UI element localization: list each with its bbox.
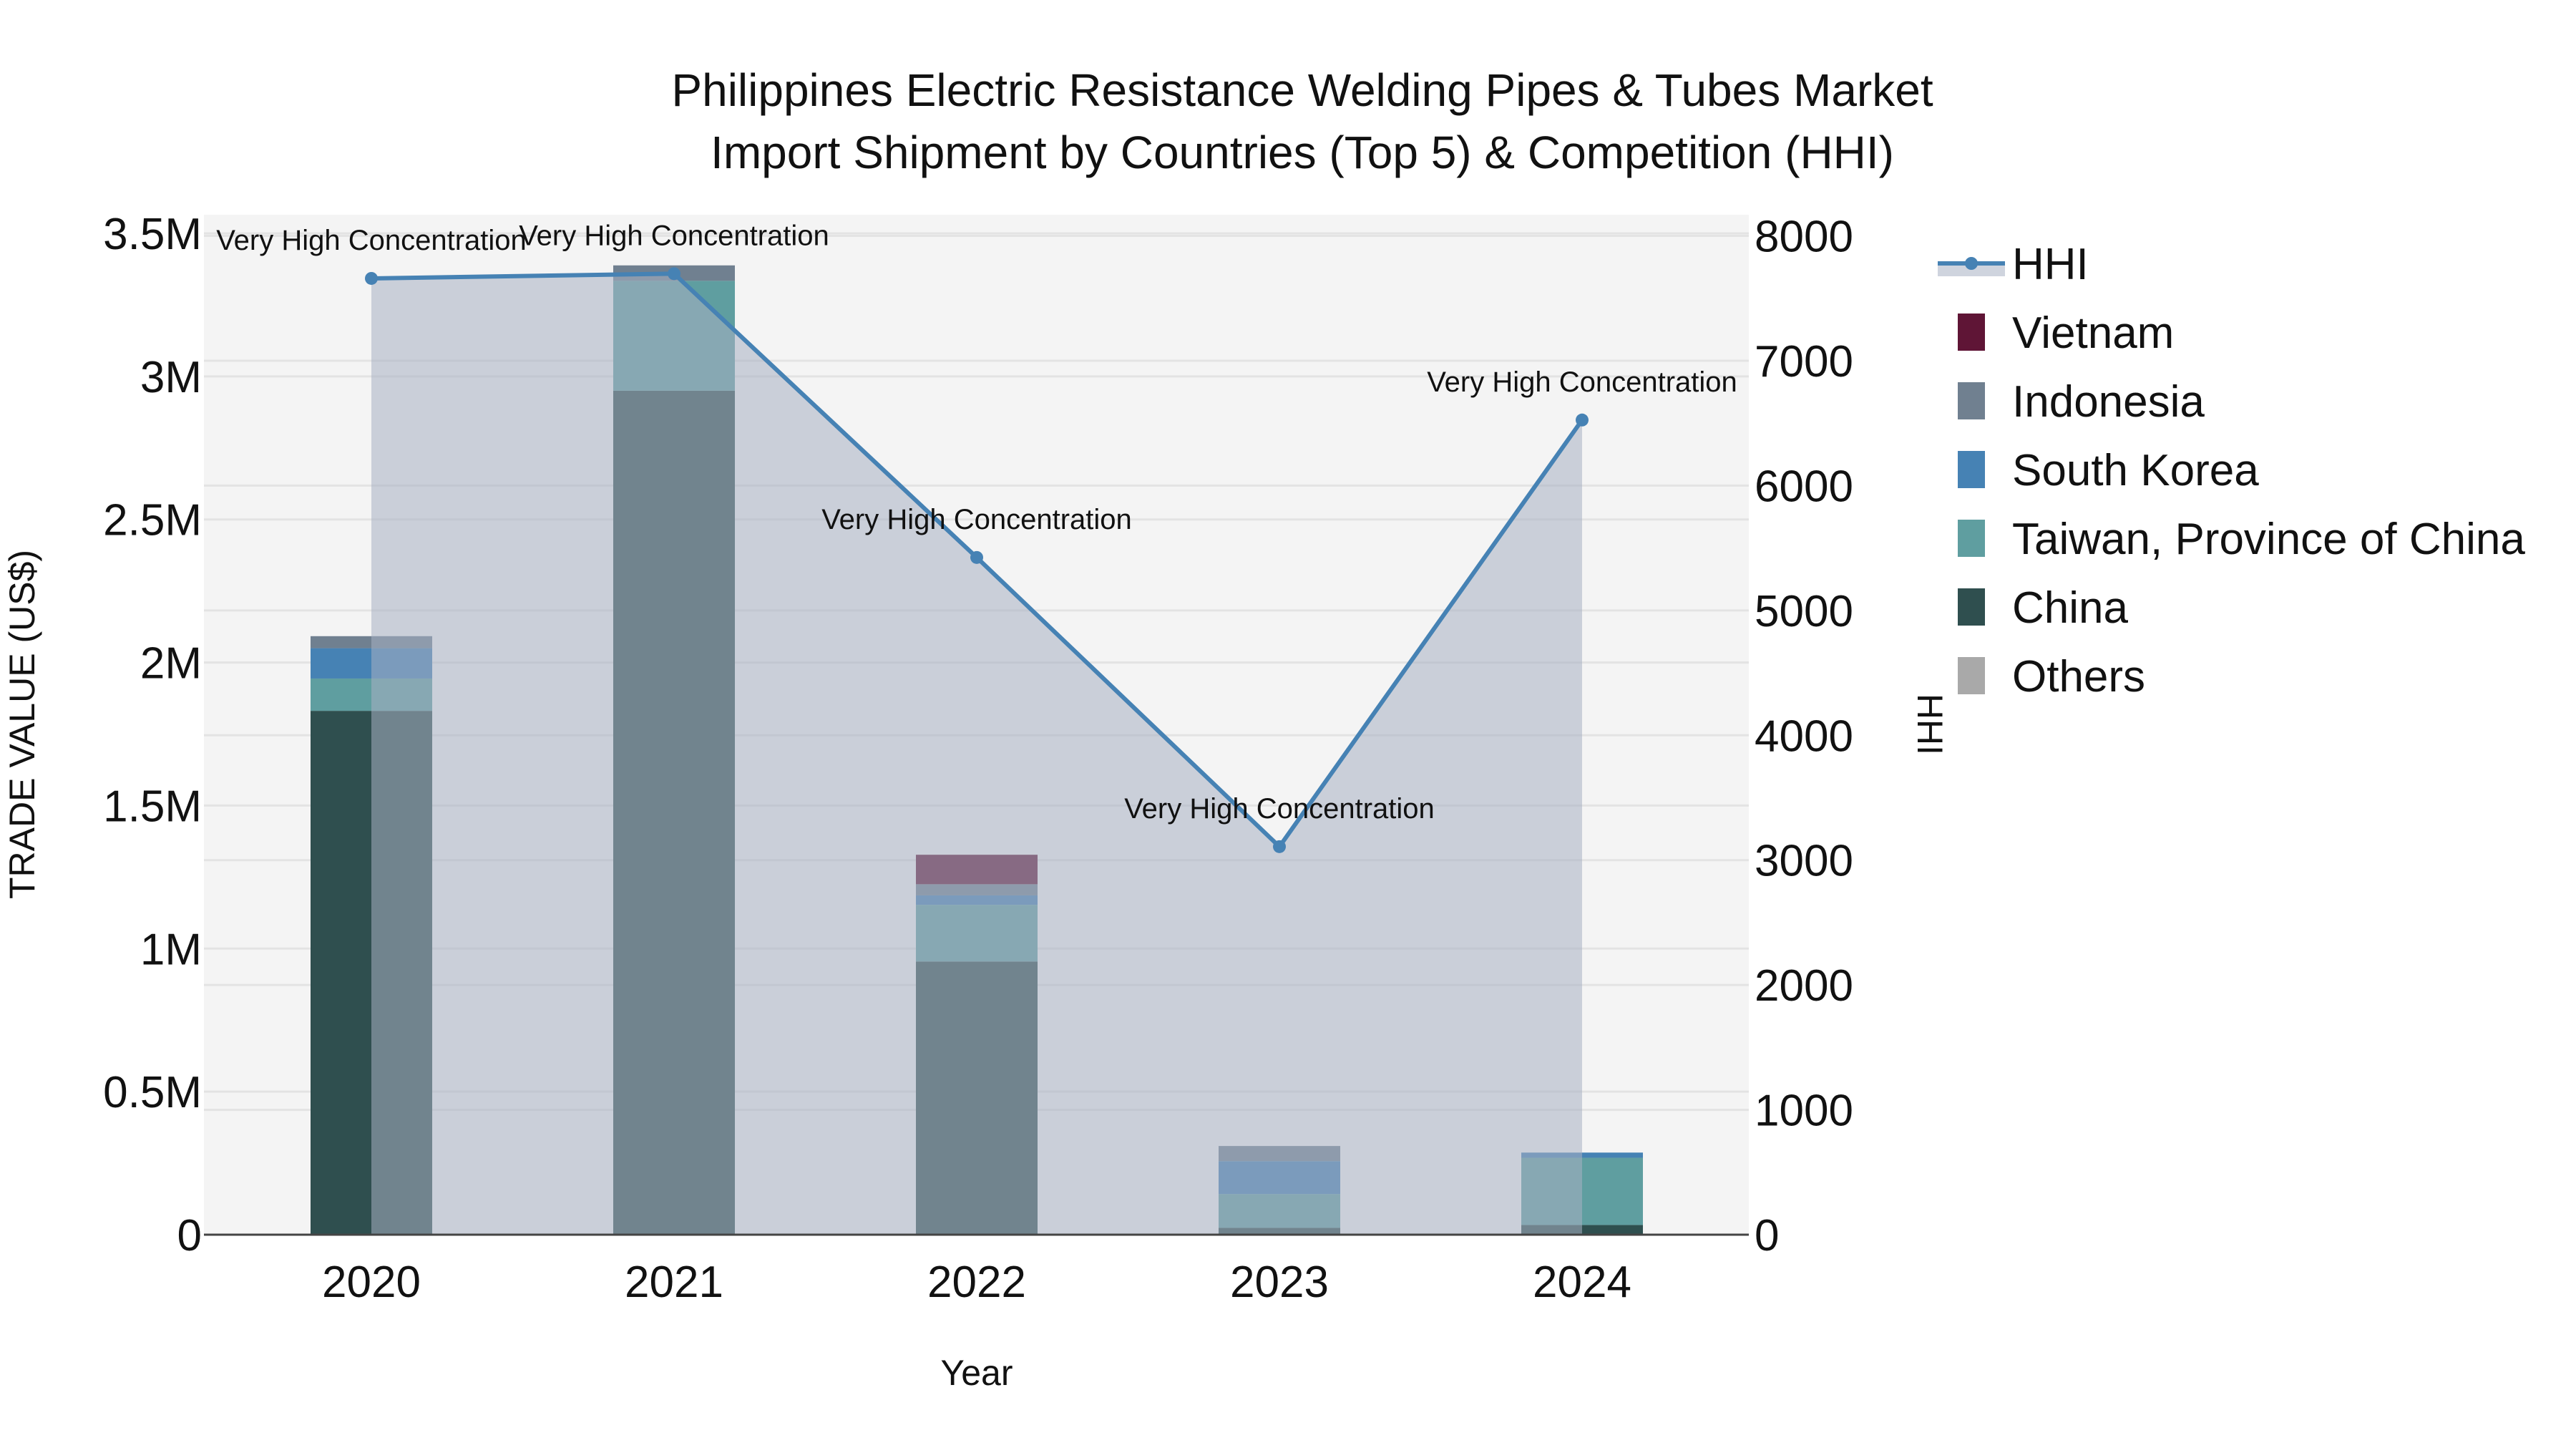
x-tick-label: 2022 — [927, 1258, 1026, 1307]
legend-item-others[interactable]: Others — [1958, 652, 2145, 701]
hhi-annotation: Very High Concentration — [1124, 793, 1435, 825]
hhi-marker[interactable] — [1576, 413, 1589, 427]
y-tick-label: 0 — [177, 1211, 202, 1260]
hhi-annotation: Very High Concentration — [519, 220, 829, 251]
x-axis-title: Year — [940, 1353, 1013, 1393]
hhi-annotation: Very High Concentration — [1427, 366, 1737, 398]
legend-color-swatch — [1958, 657, 1985, 694]
x-tick-label: 2021 — [625, 1258, 723, 1307]
y2-tick-label: 7000 — [1755, 337, 1853, 387]
y2-tick-label: 3000 — [1755, 837, 1853, 886]
x-tick-label: 2020 — [322, 1258, 421, 1307]
legend-label: Others — [2012, 652, 2145, 701]
y2-tick-label: 6000 — [1755, 462, 1853, 511]
legend-color-swatch — [1958, 588, 1985, 626]
legend-label: Vietnam — [2012, 308, 2174, 358]
hhi-area-fill — [371, 273, 1582, 1235]
hhi-line — [365, 267, 1589, 853]
legend-label: Indonesia — [2012, 377, 2205, 427]
y-axis-title: TRADE VALUE (US$) — [2, 550, 42, 899]
y2-tick-label: 8000 — [1755, 213, 1853, 262]
chart-title-line2: Import Shipment by Countries (Top 5) & C… — [711, 127, 1894, 178]
legend-label: HHI — [2012, 240, 2089, 289]
y2-tick-label: 5000 — [1755, 587, 1853, 636]
hhi-marker[interactable] — [668, 267, 680, 281]
legend-item-south-korea[interactable]: South Korea — [1958, 446, 2259, 495]
legend-color-swatch — [1958, 382, 1985, 419]
hhi-marker[interactable] — [970, 550, 983, 564]
legend-item-hhi[interactable]: HHI — [1938, 240, 2089, 289]
hhi-annotation: Very High Concentration — [216, 225, 527, 256]
y-tick-label: 3.5M — [103, 210, 202, 259]
y2-axis-title: HHI — [1910, 694, 1950, 755]
legend-color-swatch — [1958, 520, 1985, 557]
hhi-area — [371, 273, 1582, 1235]
hhi-marker[interactable] — [1273, 840, 1286, 853]
chart-title-line1: Philippines Electric Resistance Welding … — [671, 64, 1933, 116]
legend-label: Taiwan, Province of China — [2012, 515, 2525, 564]
y-tick-label: 2M — [140, 639, 202, 689]
hhi-annotation: Very High Concentration — [821, 504, 1132, 535]
y-tick-label: 2.5M — [103, 496, 202, 545]
y-tick-label: 3M — [140, 353, 202, 402]
legend-label: China — [2012, 583, 2129, 633]
y2-tick-label: 0 — [1755, 1211, 1779, 1260]
legend-item-taiwan-province-of-china[interactable]: Taiwan, Province of China — [1958, 515, 2525, 564]
legend-item-china[interactable]: China — [1958, 583, 2129, 633]
y-tick-label: 0.5M — [103, 1068, 202, 1117]
y2-tick-label: 1000 — [1755, 1087, 1853, 1136]
legend-label: South Korea — [2012, 446, 2259, 495]
legend-color-swatch — [1958, 451, 1985, 488]
legend: HHI Vietnam Indonesia South Korea Taiwan, Pr… — [1938, 240, 2525, 701]
y-tick-label: 1M — [140, 925, 202, 974]
legend-item-indonesia[interactable]: Indonesia — [1958, 377, 2205, 427]
y-tick-label: 1.5M — [103, 782, 202, 831]
y2-tick-label: 2000 — [1755, 961, 1853, 1011]
y2-tick-label: 4000 — [1755, 711, 1853, 761]
hhi-marker[interactable] — [365, 271, 378, 285]
legend-marker-icon — [1965, 257, 1978, 270]
y-axis-ticks: 0 0.5M 1M 1.5M 2M 2.5M 3M 3.5M — [103, 210, 202, 1260]
y2-axis-ticks: 0 1000 2000 3000 4000 5000 6000 7000 8000 — [1755, 213, 1853, 1261]
x-axis-ticks: 2020 2021 2022 2023 2024 — [322, 1258, 1631, 1307]
x-tick-label: 2024 — [1533, 1258, 1631, 1307]
legend-item-vietnam[interactable]: Vietnam — [1958, 308, 2174, 358]
legend-color-swatch — [1958, 314, 1985, 351]
x-tick-label: 2023 — [1230, 1258, 1329, 1307]
